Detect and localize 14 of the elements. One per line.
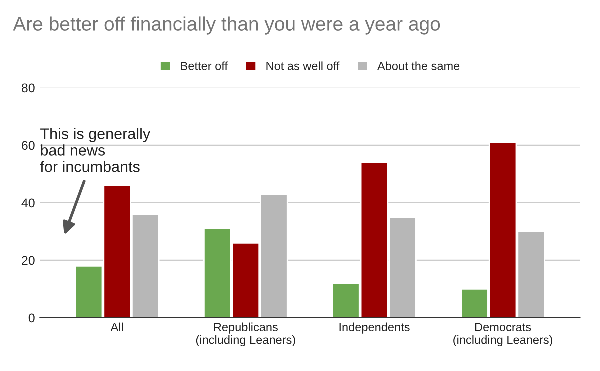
legend-label: About the same xyxy=(378,62,460,70)
y-tick-label: 20 xyxy=(22,256,35,266)
x-tick-label: All xyxy=(110,322,124,332)
chart-title: Are better off financially than you were a year ago xyxy=(13,16,440,35)
annotation: This is generally bad news for incumbants xyxy=(40,128,151,172)
y-tick-label: 0 xyxy=(28,314,35,323)
legend-label: Better off xyxy=(181,62,228,70)
y-tick-label: 60 xyxy=(22,141,35,150)
x-tick-label: Independents xyxy=(340,322,410,334)
x-tick-label: Democrats (including Leaners) xyxy=(454,323,553,347)
y-tick-label: 80 xyxy=(22,84,35,93)
legend-label: Not as well off xyxy=(266,62,340,70)
x-tick-label: Republicans (including Leaners) xyxy=(196,322,296,347)
y-tick-label: 40 xyxy=(22,198,35,208)
